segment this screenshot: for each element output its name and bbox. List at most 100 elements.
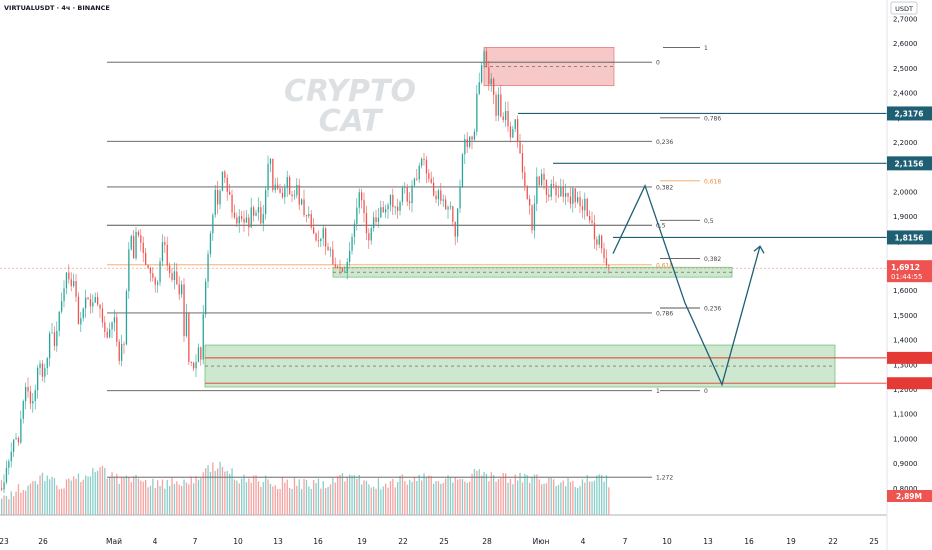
candle-body: [315, 233, 317, 241]
volume-bar: [277, 489, 279, 515]
candle-body: [262, 214, 264, 224]
volume-bar: [541, 484, 543, 515]
volume-bar: [1, 498, 3, 515]
volume-bar: [315, 483, 317, 515]
candle-body: [236, 217, 238, 224]
x-tick-label: 16: [744, 537, 754, 546]
volume-bar: [73, 476, 75, 515]
volume-bar: [409, 479, 411, 515]
candle-body: [382, 207, 384, 213]
candle-body: [142, 242, 144, 253]
volume-bar: [464, 481, 466, 515]
price-axis[interactable]: 2,70002,60002,50002,40002,30002,20002,10…: [893, 16, 918, 493]
currency-badge-box[interactable]: [890, 1, 918, 15]
candle-body: [445, 199, 447, 210]
volume-bar: [529, 482, 531, 515]
volume-bar: [329, 484, 332, 515]
volume-bar: [149, 485, 152, 515]
y-tick-label: 2,6000: [893, 40, 918, 48]
volume-bar: [353, 475, 356, 515]
candle-body: [298, 184, 300, 205]
volume-bar: [22, 489, 24, 515]
volume-bar: [106, 478, 108, 515]
candle-body: [34, 390, 36, 401]
candle-body: [550, 184, 552, 197]
candle-body: [173, 271, 176, 280]
volume-bar: [392, 478, 394, 515]
candle-body: [10, 451, 12, 462]
volume-bar: [454, 477, 456, 515]
volume-bar: [99, 467, 101, 515]
candle-body: [411, 185, 413, 204]
volume-bar: [291, 488, 293, 515]
candle-body: [469, 136, 471, 147]
time-axis[interactable]: 23 26 Май 4 7 10 13 16 19 22 25 28 Июн 4 7 10 13 16 19 22 25: [0, 537, 879, 546]
candle-body: [200, 347, 202, 360]
volume-bar: [77, 473, 80, 515]
candle-body: [159, 261, 161, 283]
volume-bar: [193, 483, 195, 515]
candle-body: [145, 252, 147, 265]
volume-bar: [233, 479, 236, 515]
volume-bar: [241, 478, 243, 515]
volume-bar: [461, 479, 464, 515]
candle-body: [603, 248, 605, 259]
volume-layer: [1, 461, 610, 515]
candle-body: [65, 272, 68, 289]
fib-layer: 1 0 0,786 0,236 0,618 0,382 0,5 0,5 0,382 0,618 0,…: [107, 45, 721, 482]
candle-body: [82, 308, 84, 319]
volume-bar: [430, 476, 432, 515]
volume-bar: [435, 481, 437, 515]
volume-bar: [418, 474, 420, 515]
volume-bar: [387, 487, 389, 515]
volume-bar: [493, 474, 495, 515]
volume-bar: [195, 476, 197, 515]
volume-bar: [248, 478, 250, 515]
x-tick-label: 10: [662, 537, 672, 546]
fib-label-10: 0,236: [704, 305, 721, 312]
x-tick-label: 25: [869, 537, 879, 546]
volume-bar: [243, 474, 245, 515]
volume-bar: [272, 486, 274, 515]
watermark-line2: CAT: [319, 104, 384, 139]
candle-body: [15, 437, 17, 440]
volume-bar: [433, 483, 435, 515]
x-tick-label: 19: [786, 537, 796, 546]
volume-bar: [557, 484, 560, 515]
volume-bar: [65, 479, 68, 515]
volume-bar: [303, 478, 305, 515]
candle-body: [190, 362, 192, 363]
volume-bar: [253, 475, 255, 515]
volume-bar: [584, 482, 586, 515]
volume-bar: [572, 480, 574, 515]
volume-bar: [56, 485, 58, 515]
fib-label-7: 0,5: [656, 223, 666, 230]
y-tick-label: 1,9000: [893, 213, 918, 221]
volume-bar: [44, 481, 46, 515]
volume-bar: [317, 478, 320, 515]
volume-bar: [437, 481, 440, 515]
candle-body: [284, 187, 286, 198]
volume-bar: [229, 473, 231, 515]
candle-body: [608, 264, 610, 266]
volume-bar: [346, 476, 348, 515]
candle-body: [526, 186, 528, 199]
volume-bar: [284, 482, 286, 515]
volume-bar: [13, 496, 15, 515]
levels-layer: [0, 112, 887, 384]
candle-body: [452, 206, 454, 222]
candle-body: [485, 51, 488, 68]
candle-body: [27, 387, 29, 392]
candle-body: [212, 214, 214, 234]
volume-bar: [375, 488, 377, 515]
volume-bar: [471, 473, 473, 515]
volume-bar: [68, 478, 70, 515]
candle-body: [416, 178, 418, 180]
zones-layer: [204, 47, 836, 388]
candle-body: [207, 253, 209, 282]
watermark: CRYPTO CAT: [284, 74, 416, 139]
candle-body: [291, 194, 293, 197]
volume-bar: [457, 479, 459, 515]
